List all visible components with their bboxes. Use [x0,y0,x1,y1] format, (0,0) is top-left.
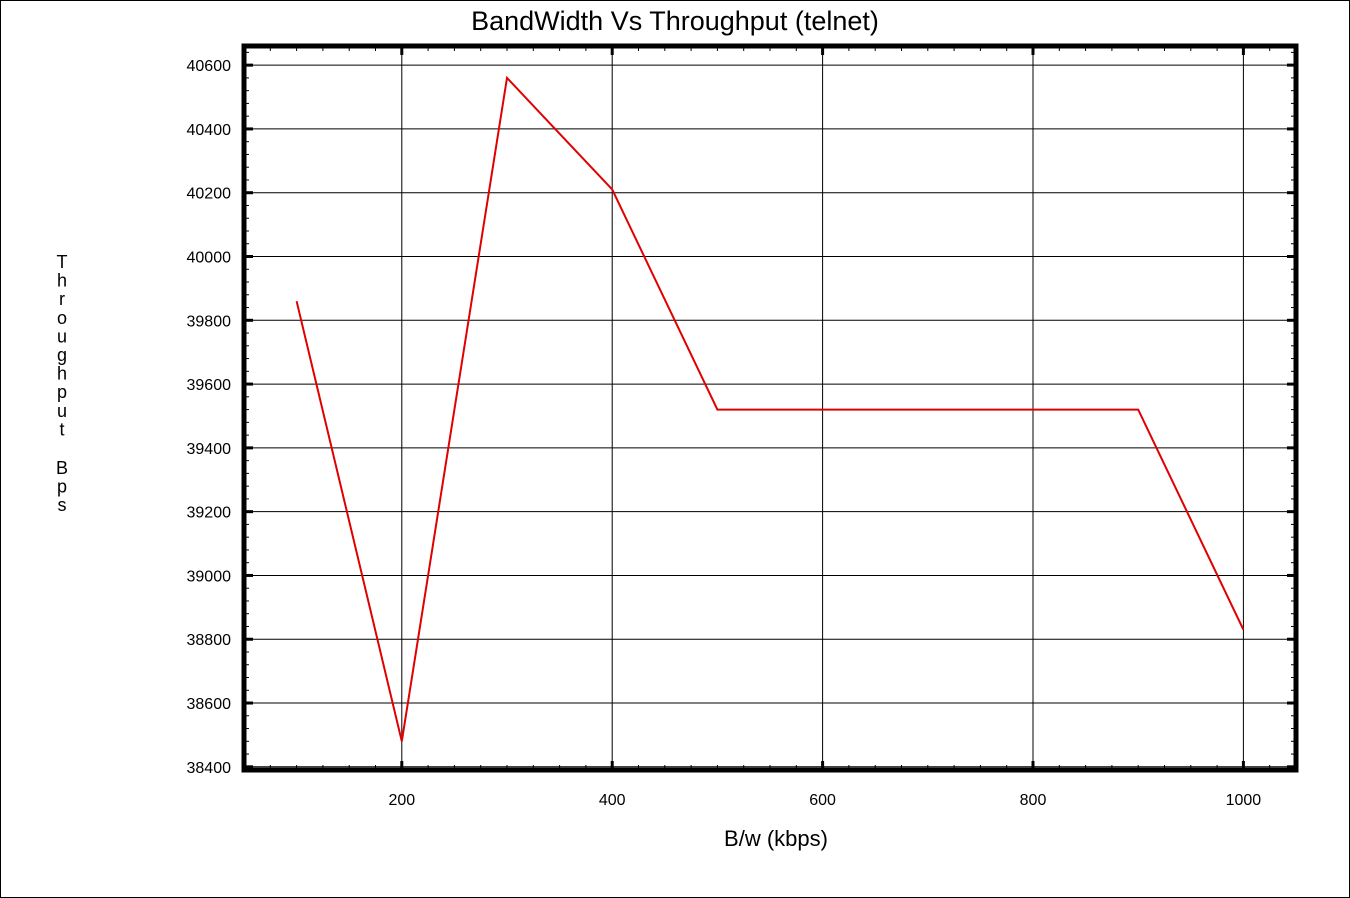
x-tick-label: 600 [809,792,836,809]
y-axis-label-char: T [57,252,68,272]
series-layer [295,75,1245,742]
series-line [295,75,1245,742]
y-tick-label: 39800 [187,313,232,330]
y-tick-label: 39200 [187,505,232,522]
y-axis-label-char: u [57,401,67,421]
y-axis-label-char: s [58,495,67,515]
x-tick-labels: 200 400 600 800 1000 [388,792,1261,809]
grid-layer [244,46,1296,770]
y-tick-label: 40400 [187,122,232,139]
y-axis-label-char: p [57,382,67,402]
y-axis-label-char: B [56,458,68,478]
y-axis-label-char: o [57,308,67,328]
y-axis-label-char: p [57,477,67,497]
x-tick-label: 800 [1020,792,1047,809]
y-tick-label: 39000 [187,568,232,585]
y-tick-label: 40600 [187,58,232,75]
y-axis-label-char: h [57,271,67,291]
x-tick-label: 200 [388,792,415,809]
y-axis-label-char: t [59,419,64,439]
y-axis-label-char: r [59,289,65,309]
y-axis-label-char: h [57,364,67,384]
y-axis-label-char: u [57,326,67,346]
y-tick-label: 40000 [187,250,232,267]
y-tick-label: 39400 [187,441,232,458]
y-tick-labels: 38400 38600 38800 39000 39200 39400 39600 39800… [187,58,232,777]
x-tick-label: 1000 [1226,792,1262,809]
y-tick-label: 39600 [187,377,232,394]
y-tick-label: 40200 [187,186,232,203]
y-tick-label: 38800 [187,632,232,649]
x-axis-label: B/w (kbps) [724,826,828,851]
plot-border [241,43,1299,773]
y-axis-label-char: g [57,345,67,365]
y-tick-label: 38600 [187,696,232,713]
y-tick-label: 38400 [187,760,232,777]
x-tick-label: 400 [599,792,626,809]
chart-title: BandWidth Vs Throughput (telnet) [471,6,879,36]
